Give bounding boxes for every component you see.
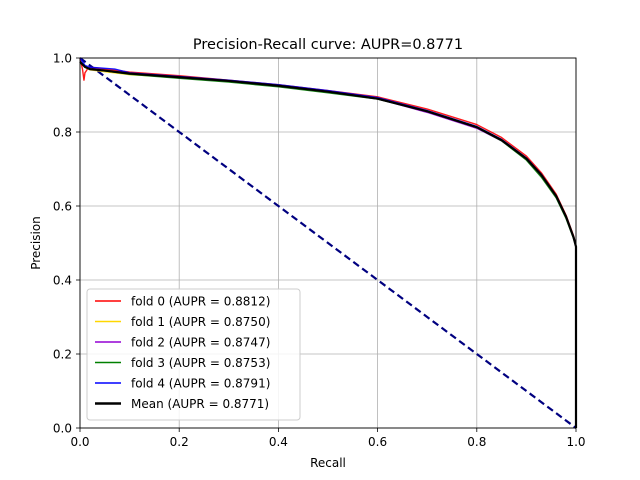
legend-label-2: fold 2 (AUPR = 0.8747) bbox=[131, 336, 270, 350]
y-tick-label: 0.0 bbox=[53, 422, 72, 436]
legend-label-1: fold 1 (AUPR = 0.8750) bbox=[131, 315, 270, 329]
x-axis-label: Recall bbox=[310, 456, 346, 470]
x-tick-label: 1.0 bbox=[566, 435, 585, 449]
y-tick-label: 0.6 bbox=[53, 200, 72, 214]
y-tick-label: 1.0 bbox=[53, 52, 72, 66]
y-tick-label: 0.2 bbox=[53, 348, 72, 362]
legend-label-0: fold 0 (AUPR = 0.8812) bbox=[131, 295, 270, 309]
legend: fold 0 (AUPR = 0.8812) fold 1 (AUPR = 0.8… bbox=[86, 288, 301, 421]
chart-title: Precision-Recall curve: AUPR=0.8771 bbox=[193, 37, 463, 53]
x-tick-label: 0.0 bbox=[70, 435, 89, 449]
x-axis-ticks: 0.0 0.2 0.4 0.6 0.8 1.0 bbox=[70, 428, 586, 449]
y-tick-label: 0.4 bbox=[53, 274, 72, 288]
x-tick-label: 0.8 bbox=[467, 435, 486, 449]
legend-label-3: fold 3 (AUPR = 0.8753) bbox=[131, 356, 270, 370]
legend-box bbox=[86, 288, 301, 421]
x-tick-label: 0.4 bbox=[269, 435, 288, 449]
legend-label-5: Mean (AUPR = 0.8771) bbox=[131, 397, 269, 411]
baseline-dashed-line bbox=[79, 57, 577, 429]
series-layer bbox=[79, 57, 578, 429]
series-line-5 bbox=[79, 60, 578, 428]
y-axis-ticks: 0.0 0.2 0.4 0.6 0.8 1.0 bbox=[53, 52, 80, 436]
y-axis-label: Precision bbox=[29, 216, 43, 270]
y-tick-label: 0.8 bbox=[53, 126, 72, 140]
x-tick-label: 0.6 bbox=[368, 435, 387, 449]
x-tick-label: 0.2 bbox=[170, 435, 189, 449]
plot-frame bbox=[79, 57, 577, 429]
legend-label-4: fold 4 (AUPR = 0.8791) bbox=[131, 377, 270, 391]
